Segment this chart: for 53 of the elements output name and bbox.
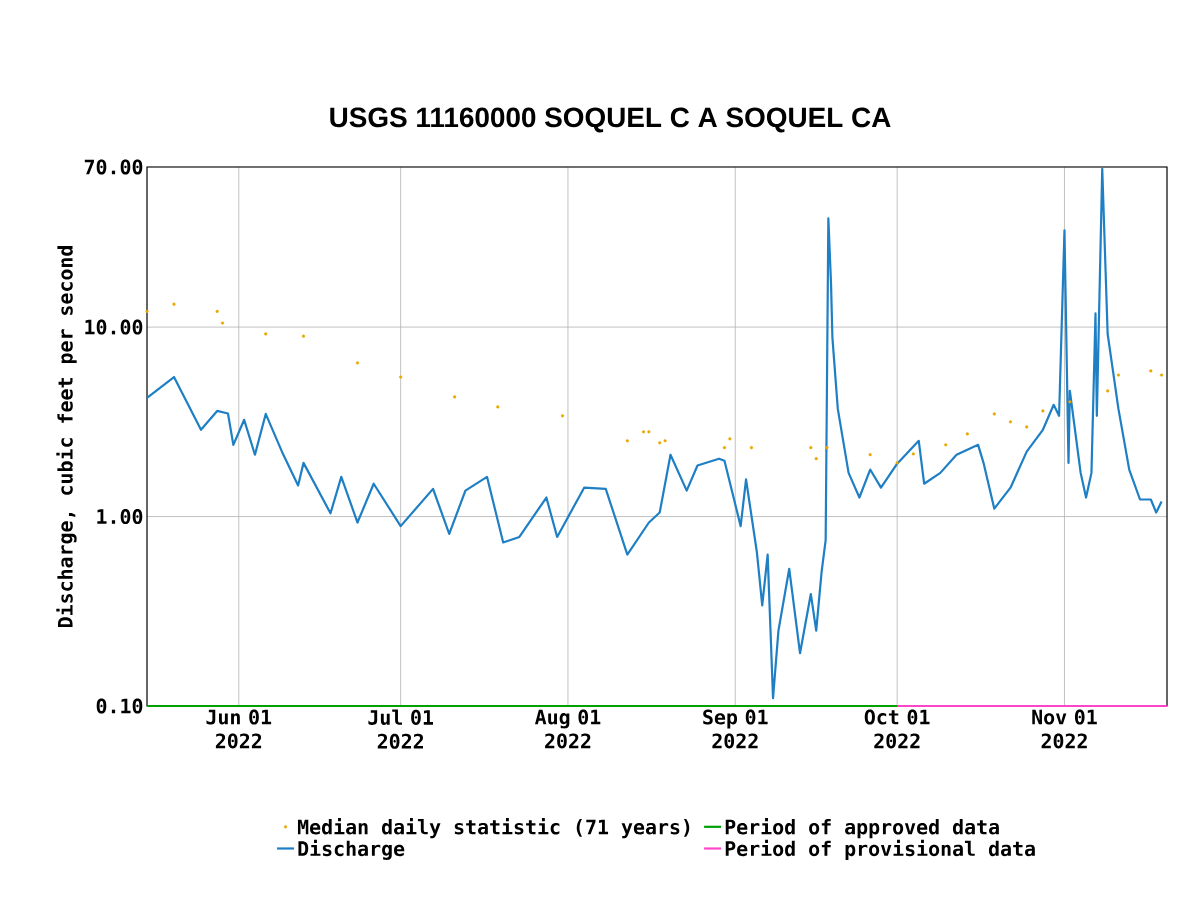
x-tick-label: Sep 01 2022 [703, 709, 768, 749]
point [814, 457, 818, 461]
legend-label: Median daily statistic (71 years) [297, 817, 690, 839]
point [641, 430, 646, 434]
point [560, 414, 565, 418]
point [992, 412, 996, 416]
point [749, 446, 754, 450]
point [399, 375, 403, 379]
y-tick-label: 70.00 [84, 159, 143, 175]
point [453, 395, 457, 399]
point [722, 446, 727, 450]
point [663, 439, 667, 443]
point [1041, 409, 1045, 413]
point [825, 446, 829, 450]
y-tick-label: 10.00 [85, 319, 143, 335]
y-tick-label: 1.00 [97, 509, 143, 525]
y-tick-label: 0.10 [96, 698, 143, 714]
point [868, 453, 872, 457]
point [496, 405, 500, 409]
point [264, 332, 268, 336]
legend-label: Discharge [298, 839, 405, 860]
point [301, 334, 306, 338]
point [625, 439, 629, 443]
point [911, 452, 915, 456]
point [895, 461, 899, 465]
point [965, 432, 969, 436]
point [658, 441, 662, 445]
point [355, 361, 360, 365]
legend-label: Period of provisional data [725, 839, 1035, 860]
point [1149, 369, 1153, 373]
point [172, 302, 176, 306]
x-tick-label: Aug 01 2022 [534, 709, 601, 749]
point [944, 443, 948, 447]
point [647, 430, 651, 434]
point [215, 309, 219, 313]
point [809, 446, 813, 450]
x-tick-label: Nov 01 2022 [1032, 709, 1097, 749]
y-axis-title: Discharge, cubic feet per second [56, 246, 77, 628]
point [1160, 373, 1164, 377]
x-tick-label: Oct 01 2022 [864, 709, 930, 749]
point [728, 437, 732, 441]
legend-label: Period of approved data [725, 817, 999, 839]
point [1025, 425, 1029, 429]
point [1106, 389, 1110, 393]
point [1068, 400, 1072, 404]
point [1008, 420, 1013, 424]
chart-title: USGS 11160000 SOQUEL C A SOQUEL CA [330, 107, 891, 133]
x-tick-label: Jun 01 2022 [206, 709, 272, 749]
point [1116, 373, 1121, 377]
point [220, 321, 225, 325]
x-tick-label: Jul 01 2022 [368, 709, 434, 749]
point [145, 309, 149, 313]
line-series [145, 167, 1163, 700]
